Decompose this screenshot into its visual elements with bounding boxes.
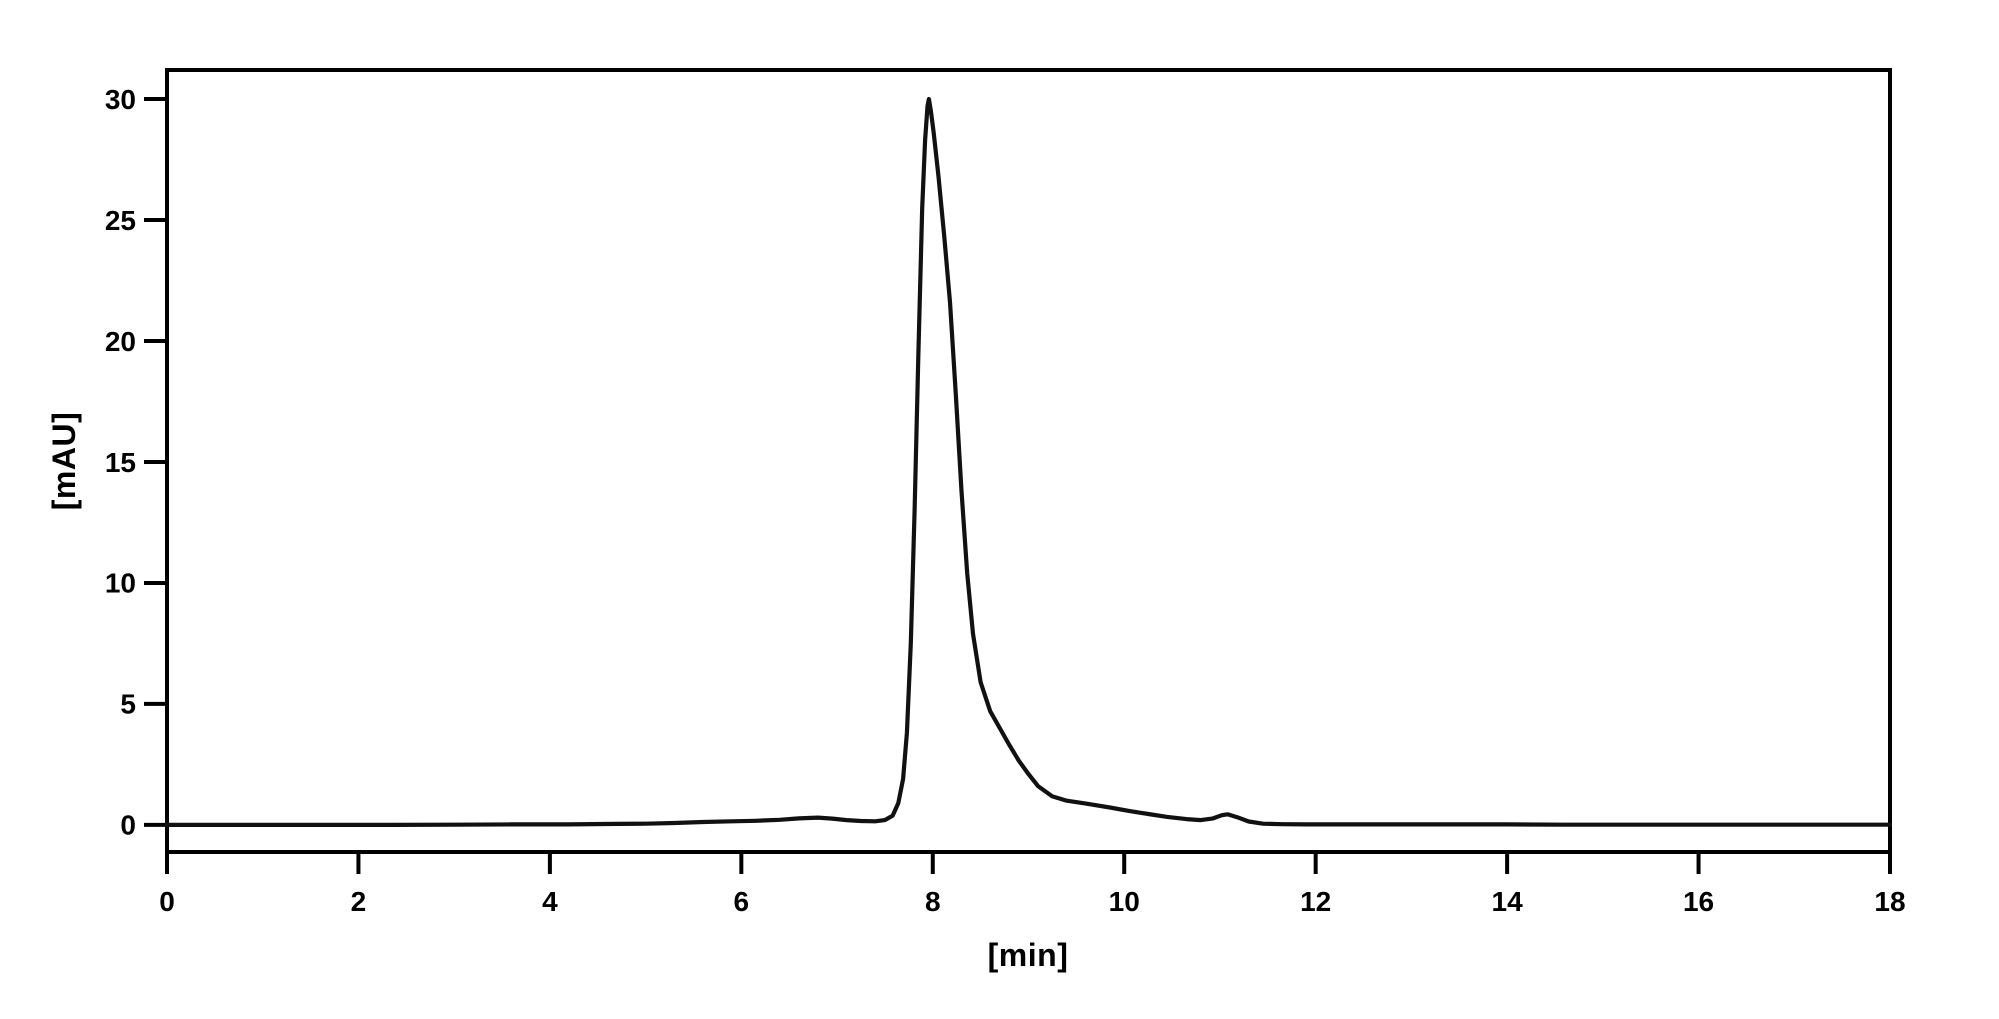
y-tick-label: 10 (105, 568, 136, 599)
plot-border (165, 68, 1892, 854)
x-tick-label: 10 (1109, 886, 1140, 917)
y-tick-label: 30 (105, 84, 136, 115)
y-tick-label: 5 (120, 689, 136, 720)
signal-trace (164, 96, 1893, 827)
x-tick-label: 8 (925, 886, 941, 917)
x-tick-label: 14 (1492, 886, 1524, 917)
y-axis-title: [mAU] (46, 411, 82, 511)
x-tick-label: 6 (734, 886, 750, 917)
y-tick-label: 25 (105, 205, 136, 236)
x-axis-title: [min] (987, 937, 1069, 973)
y-tick-label: 15 (105, 447, 136, 478)
x-tick-label: 16 (1683, 886, 1714, 917)
y-tick-label: 20 (105, 326, 136, 357)
x-tick-label: 2 (351, 886, 367, 917)
x-tick-label: 18 (1874, 886, 1905, 917)
x-tick-label: 12 (1300, 886, 1331, 917)
x-tick-label: 4 (542, 886, 558, 917)
y-tick-label: 0 (120, 810, 136, 841)
x-tick-label: 0 (159, 886, 175, 917)
